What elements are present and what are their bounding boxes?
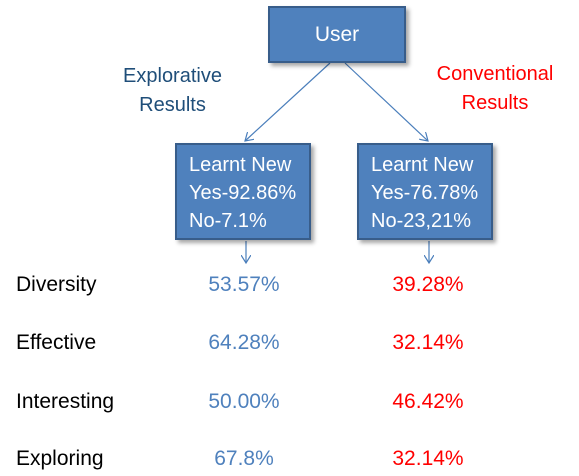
metric-label-interesting: Interesting — [16, 390, 115, 413]
explorative-title-line2: Results — [139, 94, 206, 116]
metric-label-diversity: Diversity — [16, 273, 97, 296]
metric-conventional-exploring: 32.14% — [392, 447, 464, 470]
conventional-title-line2: Results — [461, 92, 529, 114]
explorative-box-yes: Yes-92.86% — [189, 182, 297, 204]
edge-user-to-explorative — [245, 62, 331, 141]
explorative-results-title: Explorative Results — [105, 62, 240, 120]
metric-conventional-effective: 32.14% — [392, 331, 464, 354]
conventional-learnt-new-box: Learnt New Yes-76.78% No-23,21% — [357, 143, 493, 240]
conventional-results-title: Conventional Results — [415, 60, 575, 118]
explorative-learnt-new-box: Learnt New Yes-92.86% No-7.1% — [175, 143, 311, 240]
edge-user-to-conventional — [344, 62, 428, 141]
conventional-title-line1: Conventional — [436, 63, 554, 85]
conventional-box-heading: Learnt New — [371, 154, 474, 176]
conventional-box-yes: Yes-76.78% — [371, 182, 479, 204]
user-node: User — [268, 6, 406, 63]
user-node-label: User — [314, 22, 360, 46]
metric-conventional-interesting: 46.42% — [392, 390, 464, 413]
metric-conventional-diversity: 39.28% — [392, 273, 464, 296]
metric-label-effective: Effective — [16, 331, 97, 354]
explorative-box-heading: Learnt New — [189, 154, 292, 176]
metric-explorative-exploring: 67.8% — [214, 447, 274, 470]
metric-explorative-effective: 64.28% — [208, 331, 280, 354]
explorative-box-no: No-7.1% — [189, 210, 267, 232]
metric-label-exploring: Exploring — [16, 447, 104, 470]
metric-explorative-diversity: 53.57% — [208, 273, 280, 296]
conventional-box-no: No-23,21% — [371, 210, 472, 232]
explorative-title-line1: Explorative — [123, 65, 222, 87]
metric-explorative-interesting: 50.00% — [208, 390, 280, 413]
